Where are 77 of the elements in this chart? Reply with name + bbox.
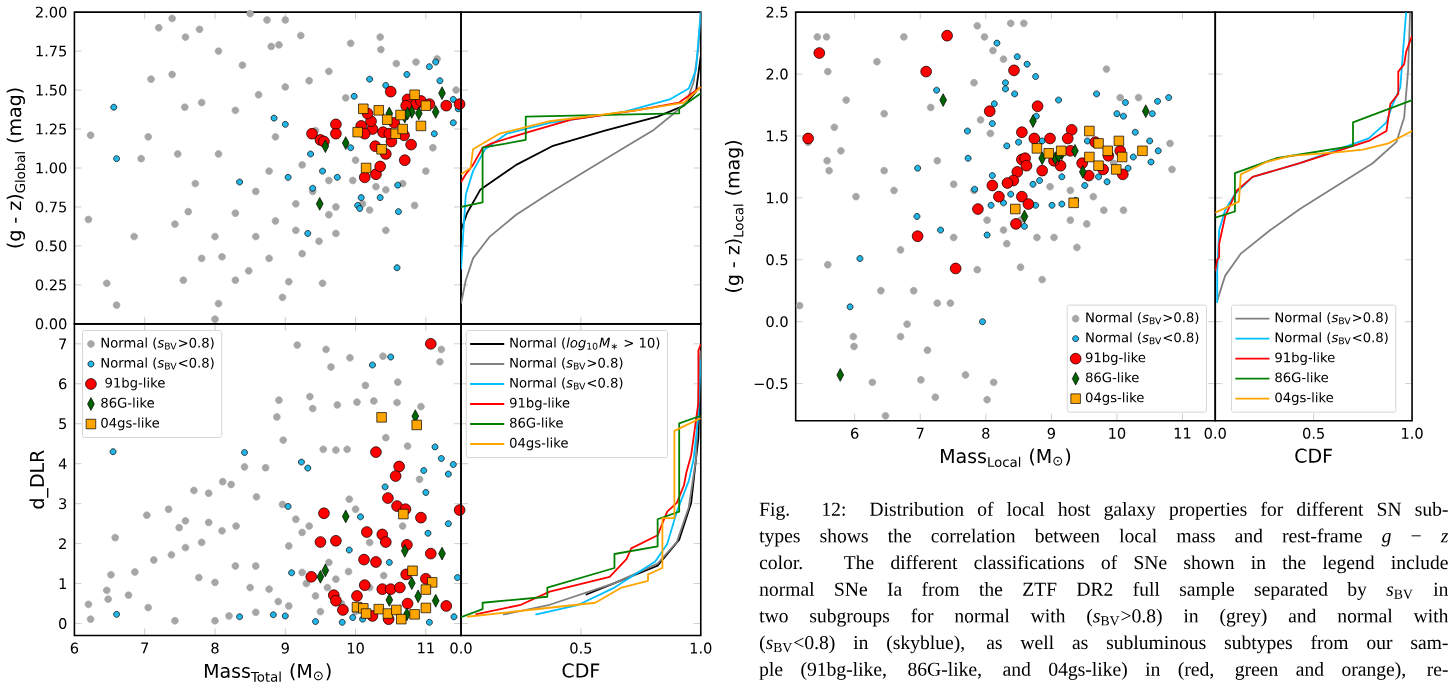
y-tick-label: 0.75 bbox=[35, 201, 67, 213]
text: (s$_{BV}$<0.8) in (skyblue), as well as subluminous subtypes from our sam- bbox=[759, 634, 1448, 654]
y-tick-label: 2.00 bbox=[35, 6, 67, 18]
legend-label: 04gs-like bbox=[101, 417, 160, 431]
y-tick-label: 0 bbox=[59, 617, 67, 629]
legend-label: Normal (s$_{BV}$>0.8) bbox=[1275, 311, 1388, 324]
legend-label: 91bg-like bbox=[1275, 351, 1335, 365]
legend-label: 04gs-like bbox=[1085, 391, 1144, 405]
x-tick-label: 0.0 bbox=[1204, 427, 1226, 439]
y-tick-label: 1.00 bbox=[36, 162, 67, 174]
legend-label: 86G-like bbox=[510, 417, 563, 428]
x-tick-label: 1.0 bbox=[1402, 427, 1423, 439]
x-axis-title: Mass$_{Total}$ (M$_{⊙}$) bbox=[204, 663, 331, 682]
legend-label: Normal (s$_{BV}$<0.8) bbox=[1275, 331, 1388, 344]
y-tick-label: 6 bbox=[59, 378, 67, 390]
x-tick-label: 11 bbox=[418, 642, 434, 653]
x-axis-title: CDF bbox=[1295, 448, 1332, 463]
legend-label: Normal (log$_{10}$M$_{∗}$ > 10) bbox=[510, 337, 660, 351]
text: normal SNe Ia from the ZTF DR2 full sample separated by s$_{BV}$ in bbox=[759, 581, 1449, 600]
y-axis-title: d_DLR bbox=[29, 450, 49, 509]
text: ple (91bg-like, 86G-like, and 04gs-like) in (red, green and orange), re- bbox=[759, 661, 1448, 680]
y-tick-label: 1.50 bbox=[36, 84, 67, 96]
y-tick-label: 4 bbox=[58, 458, 67, 469]
y-tick-label: 5 bbox=[59, 418, 67, 429]
x-tick-label: 8 bbox=[982, 427, 990, 439]
y-tick-label: 7 bbox=[59, 338, 67, 349]
legend-label: Normal (s$_{BV}$<0.8) bbox=[510, 377, 623, 390]
y-tick-label: 2 bbox=[59, 537, 66, 549]
legend-label: 86G-like bbox=[101, 397, 155, 408]
y-tick-label: −0.5 bbox=[754, 377, 788, 389]
y-tick-label: 1.25 bbox=[36, 123, 67, 135]
y-tick-label: 0.25 bbox=[35, 279, 67, 291]
legend-label: Normal (s$_{BV}$<0.8) bbox=[1086, 331, 1199, 344]
legend-label: 86G-like bbox=[1085, 371, 1139, 383]
x-tick-label: 0.5 bbox=[1303, 427, 1324, 439]
x-tick-label: 6 bbox=[851, 427, 859, 439]
legend-label: 91bg-like bbox=[509, 397, 570, 411]
text: two subgroups for normal with (s$_{BV}$>0.8) in (grey) and normal with bbox=[759, 608, 1449, 627]
x-tick-label: 7 bbox=[141, 642, 149, 653]
y-tick-label: 0.5 bbox=[766, 254, 788, 266]
x-tick-label: 6 bbox=[70, 642, 79, 654]
y-tick-label: 1.5 bbox=[767, 130, 788, 142]
y-tick-label: 0.50 bbox=[35, 240, 67, 252]
x-tick-label: 0.5 bbox=[570, 642, 592, 654]
x-tick-label: 8 bbox=[211, 642, 219, 654]
y-tick-label: 1.0 bbox=[767, 192, 788, 204]
y-tick-label: 1 bbox=[59, 578, 66, 589]
x-axis-title: CDF bbox=[562, 663, 600, 678]
x-tick-label: 9 bbox=[281, 642, 289, 654]
x-axis-title: Mass$_{Local}$ (M$_{⊙}$) bbox=[941, 448, 1071, 467]
y-tick-label: 2.0 bbox=[766, 68, 788, 80]
caption: Fig. 12: Distribution of local host galaxy properties for different SN sub- bbox=[759, 501, 1448, 520]
y-tick-label: 0.00 bbox=[35, 318, 67, 330]
x-tick-label: 10 bbox=[1109, 427, 1126, 439]
legend-label: Normal (s$_{BV}$>0.8) bbox=[101, 337, 214, 350]
x-tick-label: 1.0 bbox=[690, 642, 712, 654]
x-tick-label: 0.0 bbox=[450, 642, 472, 654]
legend-label: 04gs-like bbox=[1275, 391, 1334, 405]
x-tick-label: 11 bbox=[1174, 427, 1191, 439]
y-tick-label: 3 bbox=[59, 497, 67, 509]
legend-label: 86G-like bbox=[1275, 371, 1329, 383]
y-tick-label: 0.0 bbox=[766, 315, 788, 327]
x-tick-label: 7 bbox=[916, 427, 924, 439]
legend-label: 91bg-like bbox=[105, 377, 165, 391]
y-tick-label: 1.75 bbox=[36, 45, 67, 57]
y-axis-title: (g - z)$_{Global}$ (mag) bbox=[6, 88, 26, 248]
legend-label: 91bg-like bbox=[1085, 351, 1146, 365]
x-tick-label: 9 bbox=[1047, 427, 1055, 439]
legend-label: Normal (s$_{BV}$>0.8) bbox=[510, 357, 623, 370]
legend-label: Normal (s$_{BV}$>0.8) bbox=[1086, 311, 1199, 324]
text: types shows the correlation between local mass and rest-frame g − z bbox=[759, 528, 1449, 547]
y-axis-title: (g - z)$_{Local}$ (mag) bbox=[724, 140, 744, 292]
x-tick-label: 10 bbox=[347, 642, 364, 654]
legend-label: Normal (s$_{BV}$<0.8) bbox=[101, 357, 214, 370]
text: color. The different classifications of SNe shown in the legend include bbox=[759, 554, 1448, 573]
legend-label: 04gs-like bbox=[509, 437, 568, 451]
y-tick-label: 2.5 bbox=[766, 6, 788, 18]
